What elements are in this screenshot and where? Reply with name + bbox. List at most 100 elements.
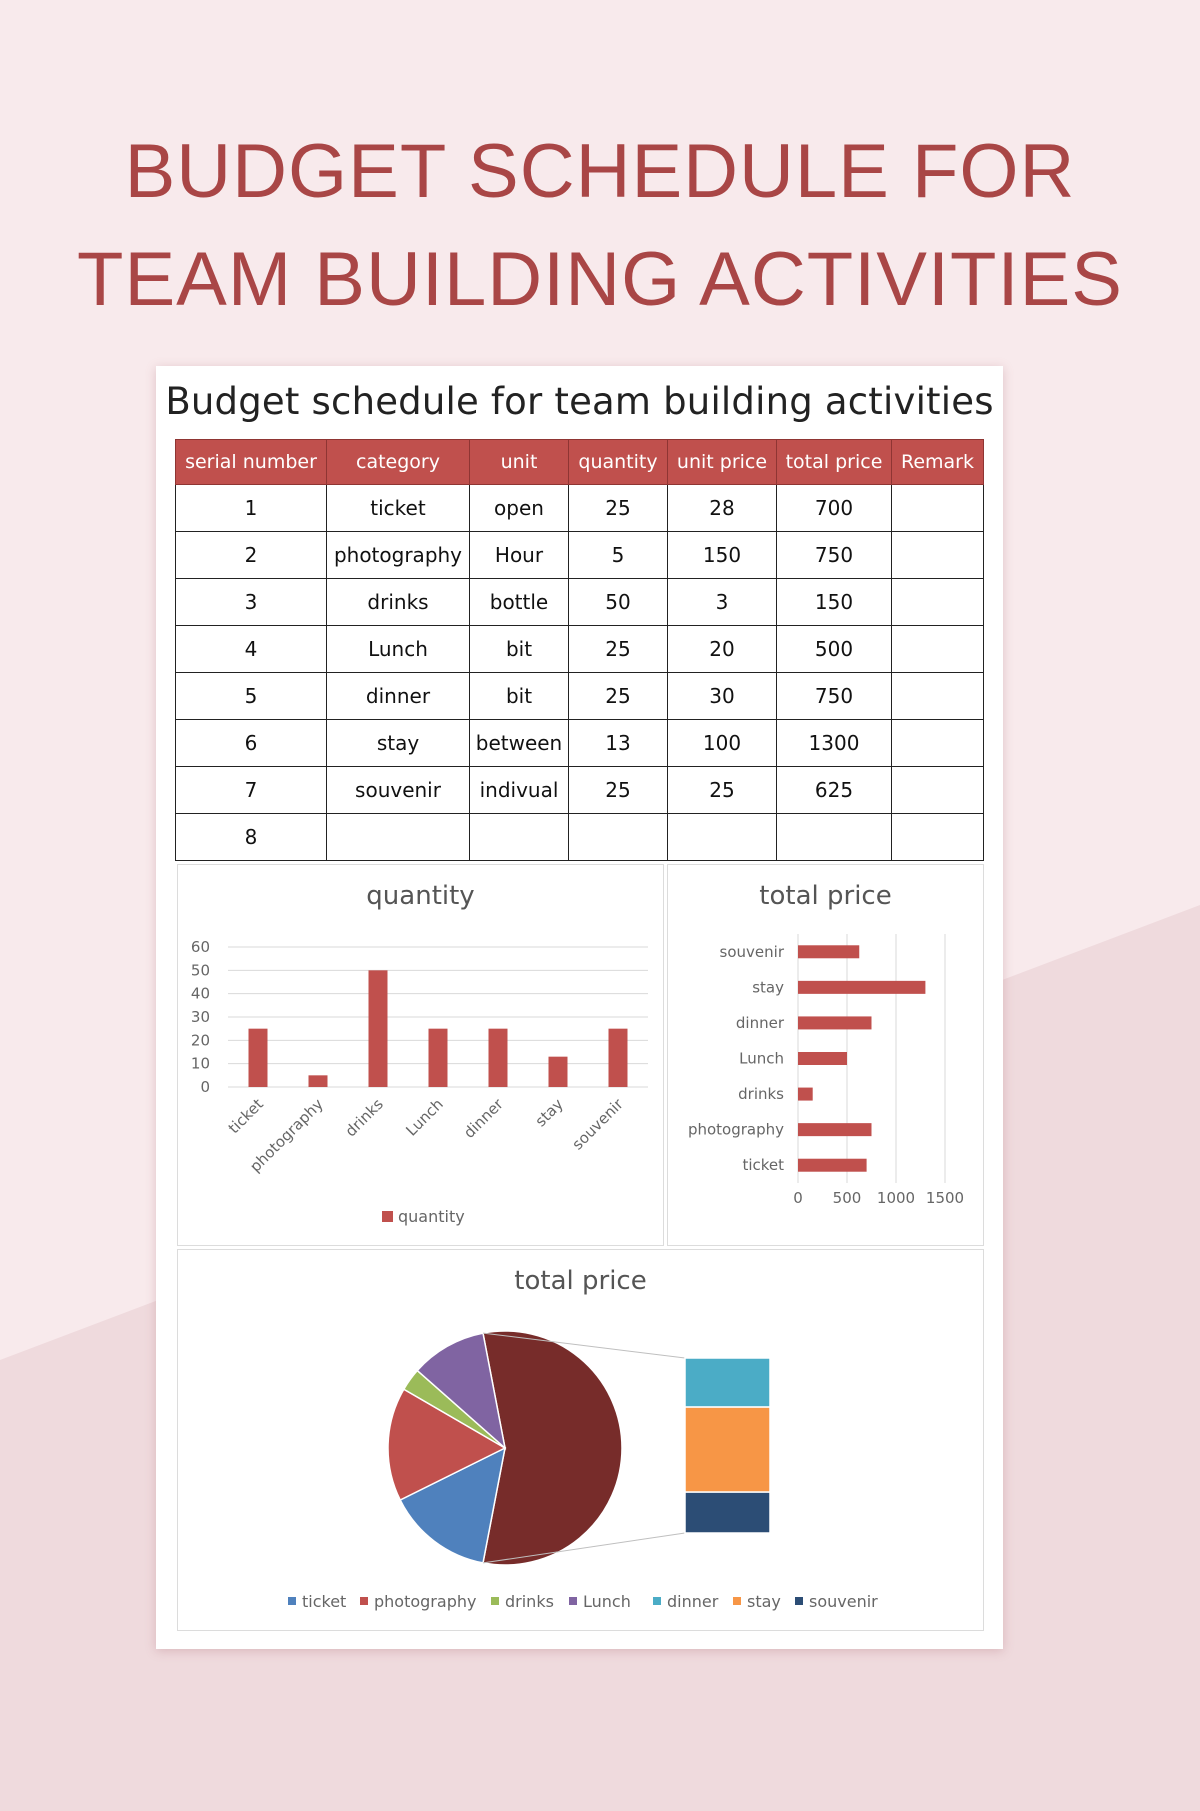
cell-serial-number[interactable]: 2 [175, 531, 327, 579]
legend-swatch-stay [733, 1597, 741, 1605]
bar-dinner [798, 1016, 872, 1030]
connector-line [482, 1532, 686, 1564]
bar-dinner [488, 1028, 508, 1087]
cell-category[interactable]: dinner [326, 672, 470, 720]
cell-category[interactable]: drinks [326, 578, 470, 626]
cell-unit-price[interactable]: 30 [667, 672, 777, 720]
cell-unit-price[interactable]: 28 [667, 484, 777, 532]
y-tick-label: Lunch [739, 1050, 784, 1068]
cell-remark[interactable] [891, 672, 984, 720]
cell-total-price[interactable]: 500 [776, 625, 892, 673]
cell-unit[interactable]: bit [469, 672, 569, 720]
cell-total-price[interactable]: 700 [776, 484, 892, 532]
cell-serial-number[interactable]: 4 [175, 625, 327, 673]
cell-serial-number[interactable]: 8 [175, 813, 327, 861]
cell-remark[interactable] [891, 813, 984, 861]
cell-quantity[interactable]: 25 [568, 625, 668, 673]
legend-swatch-dinner [653, 1597, 661, 1605]
x-tick-label: Lunch [402, 1095, 446, 1139]
cell-quantity[interactable]: 25 [568, 672, 668, 720]
legend-label: Lunch [583, 1592, 631, 1611]
cell-quantity[interactable]: 25 [568, 766, 668, 814]
table-row: 4 Lunch bit 25 20 500 [175, 625, 984, 673]
cell-category[interactable]: photography [326, 531, 470, 579]
cell-unit[interactable]: bottle [469, 578, 569, 626]
header-quantity[interactable]: quantity [568, 439, 668, 485]
pie-slice-ticket [399, 1446, 507, 1564]
header-unit-price[interactable]: unit price [667, 439, 777, 485]
x-tick-label: drinks [342, 1095, 387, 1140]
cell-quantity[interactable] [568, 813, 668, 861]
cell-remark[interactable] [891, 625, 984, 673]
cell-total-price[interactable] [776, 813, 892, 861]
cell-quantity[interactable]: 5 [568, 531, 668, 579]
cell-unit-price[interactable]: 3 [667, 578, 777, 626]
header-remark[interactable]: Remark [891, 439, 984, 485]
cell-quantity[interactable]: 13 [568, 719, 668, 767]
sheet-title: Budget schedule for team building activi… [165, 380, 994, 423]
quantity-chart-title: quantity [366, 881, 475, 911]
cell-remark[interactable] [891, 484, 984, 532]
cell-unit-price[interactable]: 25 [667, 766, 777, 814]
header-unit[interactable]: unit [469, 439, 569, 485]
cell-total-price[interactable]: 750 [776, 531, 892, 579]
cell-unit[interactable]: open [469, 484, 569, 532]
header-serial-number[interactable]: serial number [175, 439, 327, 485]
cell-unit-price[interactable] [667, 813, 777, 861]
cell-category[interactable] [326, 813, 470, 861]
pie-slice-other [482, 1330, 623, 1566]
legend-swatch-souvenir [795, 1597, 803, 1605]
cell-unit-price[interactable]: 100 [667, 719, 777, 767]
cell-unit[interactable]: between [469, 719, 569, 767]
x-tick-label: 500 [833, 1189, 862, 1207]
cell-total-price[interactable]: 750 [776, 672, 892, 720]
legend-swatch-photography [360, 1597, 368, 1605]
legend-label: souvenir [809, 1592, 878, 1611]
spreadsheet-card: Budget schedule for team building activi… [156, 366, 1003, 1649]
cell-remark[interactable] [891, 578, 984, 626]
cell-unit[interactable] [469, 813, 569, 861]
header-total-price[interactable]: total price [776, 439, 892, 485]
legend-label: ticket [302, 1592, 346, 1611]
cell-remark[interactable] [891, 766, 984, 814]
y-tick-label: souvenir [720, 943, 785, 961]
table-row: 3 drinks bottle 50 3 150 [175, 578, 984, 626]
bar-lunch [428, 1028, 448, 1087]
cell-total-price[interactable]: 625 [776, 766, 892, 814]
stack-segment-dinner [684, 1357, 771, 1408]
y-tick-label: dinner [736, 1014, 785, 1032]
cell-category[interactable]: souvenir [326, 766, 470, 814]
cell-unit-price[interactable]: 20 [667, 625, 777, 673]
legend-label: drinks [505, 1592, 554, 1611]
pie-slice-photography [387, 1388, 507, 1502]
legend-swatch [382, 1211, 393, 1222]
cell-unit[interactable]: bit [469, 625, 569, 673]
cell-quantity[interactable]: 50 [568, 578, 668, 626]
cell-serial-number[interactable]: 6 [175, 719, 327, 767]
legend-label: dinner [667, 1592, 719, 1611]
cell-total-price[interactable]: 1300 [776, 719, 892, 767]
cell-serial-number[interactable]: 3 [175, 578, 327, 626]
cell-serial-number[interactable]: 1 [175, 484, 327, 532]
y-tick-label: 40 [191, 985, 210, 1003]
table-row: 6 stay between 13 100 1300 [175, 719, 984, 767]
cell-remark[interactable] [891, 719, 984, 767]
cell-unit[interactable]: indivual [469, 766, 569, 814]
legend-swatch-lunch [569, 1597, 577, 1605]
x-tick-label: souvenir [569, 1095, 628, 1154]
cell-serial-number[interactable]: 7 [175, 766, 327, 814]
y-tick-label: stay [752, 978, 784, 996]
cell-unit-price[interactable]: 150 [667, 531, 777, 579]
header-category[interactable]: category [326, 439, 470, 485]
cell-unit[interactable]: Hour [469, 531, 569, 579]
cell-quantity[interactable]: 25 [568, 484, 668, 532]
bar-stay [798, 980, 926, 994]
cell-total-price[interactable]: 150 [776, 578, 892, 626]
cell-category[interactable]: stay [326, 719, 470, 767]
cell-serial-number[interactable]: 5 [175, 672, 327, 720]
cell-category[interactable]: Lunch [326, 625, 470, 673]
cell-remark[interactable] [891, 531, 984, 579]
cell-category[interactable]: ticket [326, 484, 470, 532]
y-tick-label: 10 [191, 1055, 210, 1073]
stack-segment-stay [684, 1406, 771, 1493]
